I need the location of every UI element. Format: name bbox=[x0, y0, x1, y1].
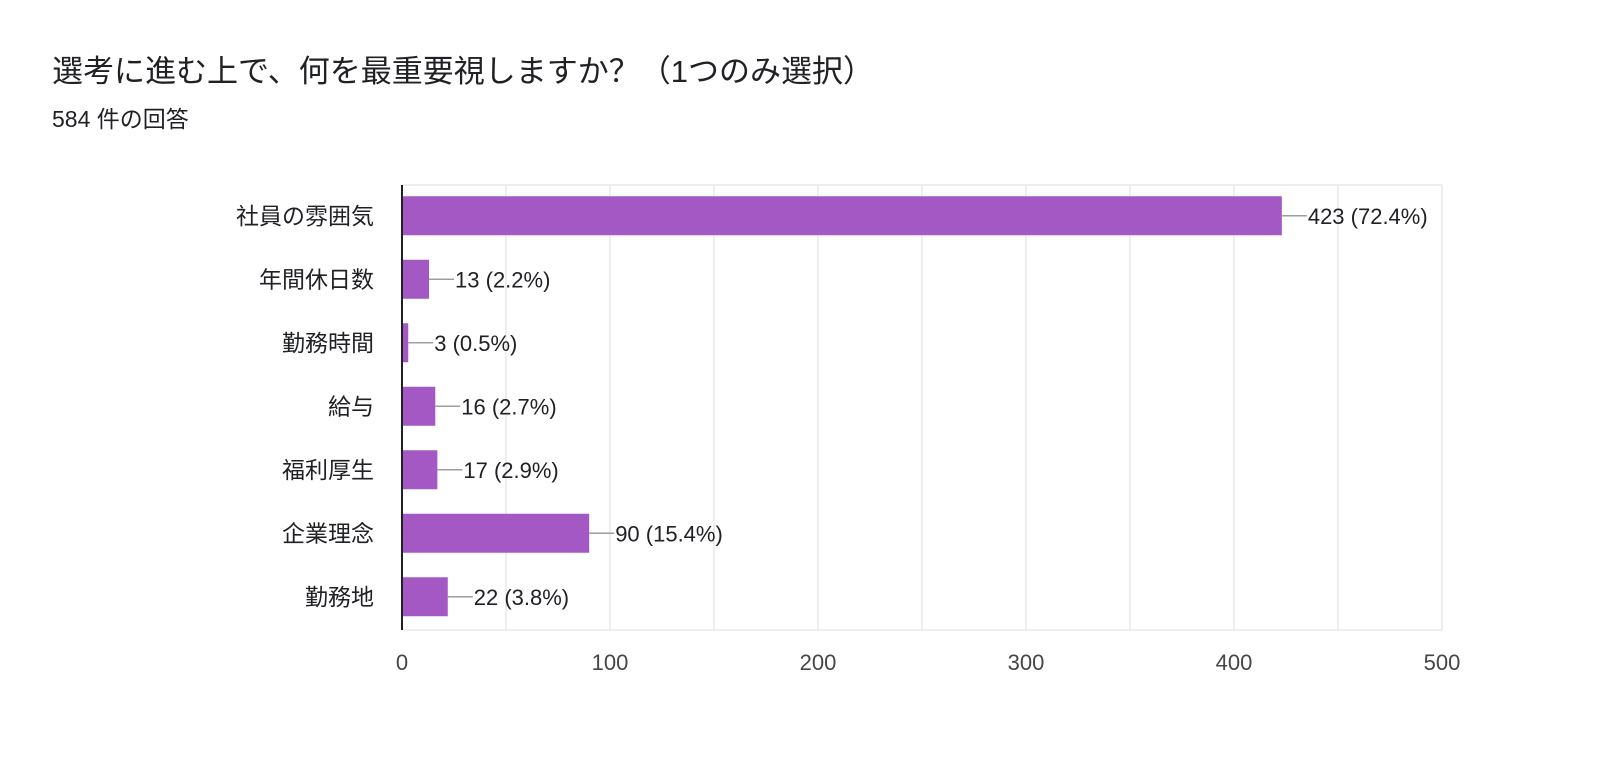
x-tick-label: 100 bbox=[592, 650, 629, 675]
bar bbox=[402, 386, 436, 426]
category-label: 福利厚生 bbox=[282, 458, 374, 484]
x-tick-label: 300 bbox=[1008, 650, 1045, 675]
category-label: 勤務地 bbox=[305, 585, 374, 611]
x-tick-label: 0 bbox=[396, 650, 408, 675]
x-tick-label: 200 bbox=[800, 650, 837, 675]
bar bbox=[402, 259, 430, 299]
data-label: 90 (15.4%) bbox=[615, 521, 723, 546]
category-label: 年間休日数 bbox=[259, 267, 374, 293]
data-label: 22 (3.8%) bbox=[474, 585, 569, 610]
category-label: 企業理念 bbox=[282, 521, 374, 547]
data-label: 13 (2.2%) bbox=[455, 267, 550, 292]
data-label: 3 (0.5%) bbox=[434, 331, 517, 356]
x-tick-label: 400 bbox=[1216, 650, 1253, 675]
data-label: 16 (2.7%) bbox=[461, 394, 556, 419]
bar bbox=[402, 577, 448, 617]
bar bbox=[402, 323, 409, 363]
bar bbox=[402, 450, 438, 490]
bar bbox=[402, 513, 590, 553]
bar bbox=[402, 196, 1282, 236]
data-label: 17 (2.9%) bbox=[463, 458, 558, 483]
data-label: 423 (72.4%) bbox=[1308, 204, 1428, 229]
category-label: 給与 bbox=[328, 394, 374, 420]
response-count: 584 件の回答 bbox=[52, 106, 189, 132]
category-label: 社員の雰囲気 bbox=[236, 204, 374, 230]
category-label: 勤務時間 bbox=[282, 331, 374, 357]
x-tick-label: 500 bbox=[1424, 650, 1461, 675]
question-title: 選考に進む上で、何を最重要視しますか？（1つのみ選択） bbox=[52, 54, 874, 89]
